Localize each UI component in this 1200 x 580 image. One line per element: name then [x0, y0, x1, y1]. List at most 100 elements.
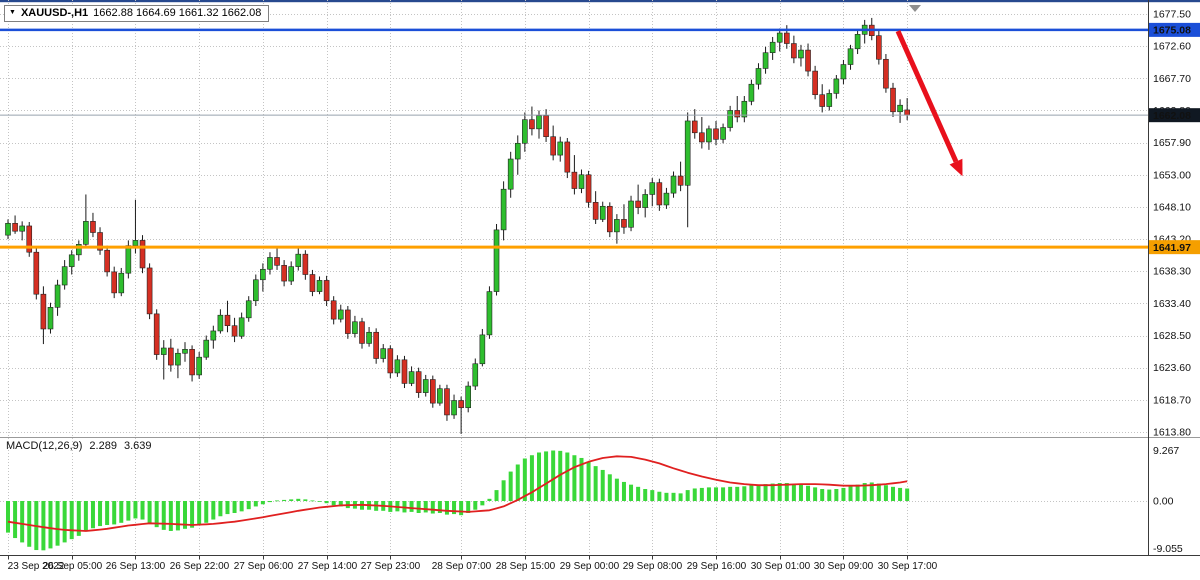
macd-bar	[614, 478, 619, 501]
macd-bar	[721, 487, 726, 501]
candle-body	[755, 68, 762, 85]
chevron-down-icon[interactable]: ▼	[9, 9, 16, 16]
macd-bar	[98, 501, 103, 527]
macd-bar	[742, 486, 747, 501]
macd-bar	[303, 499, 308, 501]
candle-body	[196, 356, 202, 376]
candle-body	[465, 385, 472, 409]
candle-body	[345, 309, 351, 334]
price-axis-label: 1657.90	[1153, 137, 1191, 149]
candle-body	[224, 314, 231, 326]
price-axis-label: 1667.70	[1153, 73, 1191, 85]
macd-bar	[508, 471, 513, 501]
candle-body	[111, 271, 117, 294]
candle-body	[741, 100, 748, 118]
macd-bar	[544, 451, 549, 501]
macd-axis-label: 9.267	[1153, 445, 1179, 457]
macd-bar	[190, 501, 195, 528]
macd-bar	[579, 457, 584, 501]
macd-bar	[586, 461, 591, 501]
macd-bar	[211, 501, 216, 520]
candle-body	[479, 334, 486, 365]
price-axis-label: 1672.60	[1153, 41, 1191, 53]
candle-body	[260, 268, 266, 281]
candle-body	[847, 48, 854, 65]
macd-bar	[62, 501, 67, 543]
window-top-border	[0, 0, 1200, 3]
time-label: 26 Sep 22:00	[170, 561, 230, 572]
time-label: 27 Sep 06:00	[234, 561, 294, 572]
candle-body	[854, 34, 861, 50]
candle-body	[571, 171, 578, 189]
macd-bar	[664, 492, 669, 501]
candle-body	[798, 49, 804, 59]
arrow-shaft	[895, 30, 959, 163]
macd-signal-line	[7, 455, 908, 532]
macd-bar	[515, 464, 520, 501]
macd-bar	[685, 490, 690, 501]
candle-body	[522, 119, 528, 144]
candle-body	[394, 359, 401, 374]
macd-axis-label: -9.055	[1153, 543, 1183, 555]
macd-bar	[756, 484, 761, 501]
candle-body	[507, 158, 514, 190]
macd-bar	[841, 487, 846, 501]
candle-body	[514, 142, 521, 160]
candle-body	[904, 109, 910, 116]
candle-body	[635, 200, 641, 208]
candle-body	[486, 291, 493, 336]
macd-bar	[629, 484, 634, 501]
macd-bar	[770, 483, 775, 501]
candle-body	[253, 279, 259, 302]
candle-body	[76, 244, 82, 256]
macd-bar	[13, 501, 18, 539]
candle-body	[748, 83, 755, 102]
candle-body	[366, 331, 372, 344]
macd-bar	[891, 486, 895, 501]
time-label: 30 Sep 01:00	[751, 561, 811, 572]
ohlc-values: 1662.88 1664.69 1661.32 1662.08	[93, 7, 262, 19]
candle-body	[493, 229, 500, 292]
macd-bar	[678, 493, 683, 501]
candle-body	[677, 175, 684, 186]
candle-body	[238, 317, 245, 337]
candle-body	[5, 223, 11, 236]
macd-bar	[90, 501, 95, 529]
candle-body	[819, 94, 826, 107]
macd-bar	[6, 501, 10, 533]
candle-body	[245, 300, 252, 319]
price-axis-label: 1653.00	[1153, 169, 1191, 181]
candle-body	[337, 309, 344, 320]
candle-body	[599, 205, 606, 220]
candle-body	[734, 110, 741, 118]
candle-body	[408, 371, 415, 384]
macd-bar	[473, 501, 478, 510]
macd-bar	[494, 490, 499, 501]
macd-bar	[876, 483, 881, 501]
candle-body	[592, 202, 599, 220]
macd-bar	[133, 501, 138, 519]
candle-body	[564, 141, 571, 173]
macd-bar	[643, 489, 648, 501]
grid-layer	[0, 0, 1149, 555]
macd-bar	[692, 488, 697, 501]
macd-bar	[537, 452, 541, 501]
candle-body	[373, 331, 379, 359]
candle-body	[168, 347, 174, 366]
candle-body	[415, 371, 422, 393]
macd-bar	[480, 501, 485, 506]
macd-bar	[784, 483, 789, 501]
macd-bar	[183, 501, 187, 529]
macd-bar	[83, 501, 88, 532]
candle-body	[125, 245, 132, 274]
macd-bar	[827, 489, 832, 501]
candle-body	[153, 313, 160, 355]
macd-bar	[636, 486, 641, 501]
macd-bar	[848, 486, 853, 501]
macd-bar	[657, 491, 662, 501]
candle-body	[83, 221, 89, 245]
macd-bar	[20, 501, 25, 543]
